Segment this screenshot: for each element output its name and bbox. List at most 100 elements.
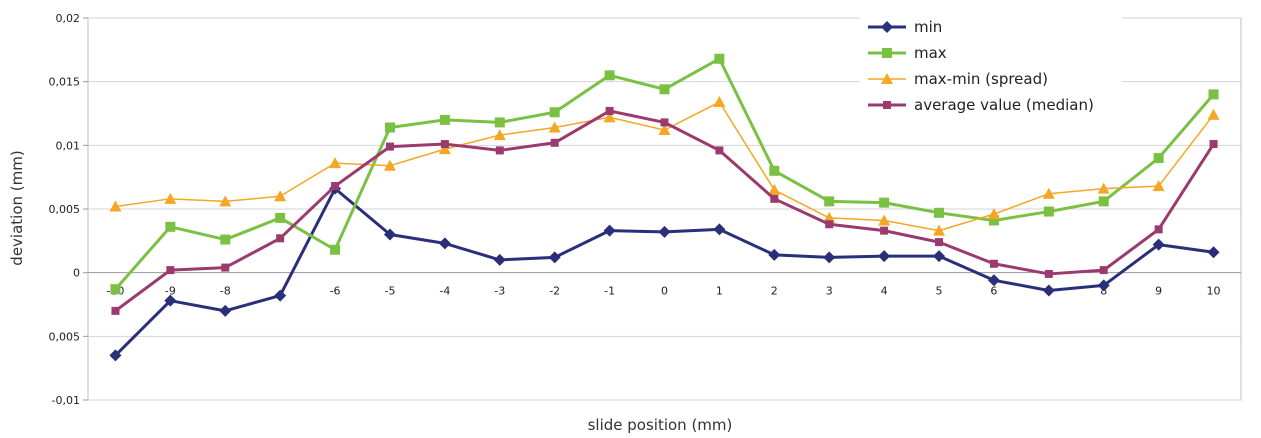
x-tick-label: -8 (220, 285, 231, 298)
data-point-average-value-median (605, 106, 614, 115)
y-tick-label: -0,01 (52, 394, 80, 407)
x-tick-label: 1 (716, 285, 723, 298)
data-point-max (1208, 89, 1219, 100)
data-point-average-value-median (166, 266, 175, 275)
data-point-average-value-median (550, 138, 559, 147)
legend-marker (882, 48, 892, 58)
series-max (110, 53, 1219, 295)
data-point-max-min-spread (658, 124, 671, 136)
x-tick-label: 3 (826, 285, 833, 298)
data-point-average-value-median (825, 220, 834, 229)
data-point-max-min-spread (603, 111, 616, 123)
x-tick-label: 9 (1155, 285, 1162, 298)
y-tick-label: 0,015 (49, 76, 81, 89)
data-point-max (659, 84, 670, 95)
data-point-max (1153, 153, 1164, 164)
data-point-max-min-spread (274, 190, 287, 202)
data-point-average-value-median (770, 194, 779, 203)
data-point-max (549, 107, 560, 118)
y-tick-label: 0 (73, 267, 80, 280)
data-point-max-min-spread (933, 224, 946, 236)
data-point-min (823, 251, 836, 264)
x-tick-label: -9 (165, 285, 176, 298)
data-point-min (219, 304, 232, 317)
data-point-max (220, 234, 231, 245)
data-point-max (494, 117, 505, 128)
data-point-min (1042, 284, 1055, 297)
legend-marker (881, 21, 893, 33)
data-point-min (603, 224, 616, 237)
data-point-max-min-spread (383, 159, 396, 171)
data-point-average-value-median (1154, 225, 1163, 234)
series-max-min-spread (109, 96, 1220, 236)
data-point-max-min-spread (823, 211, 836, 223)
data-point-min (438, 237, 451, 250)
data-point-max-min-spread (493, 129, 506, 141)
data-point-max (824, 196, 835, 207)
data-point-max-min-spread (219, 195, 232, 207)
data-point-max-min-spread (768, 183, 781, 195)
x-tick-label: 2 (771, 285, 778, 298)
data-point-average-value-median (221, 263, 230, 272)
legend-label: min (914, 18, 942, 36)
x-axis-title: slide position (mm) (588, 416, 733, 434)
legend-item-max-min-spread: max-min (spread) (868, 70, 1048, 88)
data-point-max (165, 221, 176, 232)
data-point-average-value-median (331, 182, 340, 191)
data-point-min (383, 228, 396, 241)
x-tick-label: 4 (881, 285, 888, 298)
data-point-max-min-spread (1042, 187, 1055, 199)
legend-marker (881, 73, 893, 84)
data-point-average-value-median (660, 118, 669, 127)
data-point-max-min-spread (987, 208, 1000, 220)
data-point-min (768, 248, 781, 261)
data-point-average-value-median (1044, 269, 1053, 278)
data-point-max (934, 207, 945, 218)
data-point-max-min-spread (878, 214, 891, 226)
legend-label: max-min (spread) (914, 70, 1048, 88)
x-tick-label: 10 (1207, 285, 1221, 298)
data-point-max (988, 215, 999, 226)
y-tick-label: 0,005 (49, 330, 81, 343)
data-point-min (274, 289, 287, 302)
data-point-max-min-spread (109, 200, 122, 212)
legend-item-average-value-median: average value (median) (868, 96, 1094, 114)
data-point-min (1207, 246, 1220, 259)
data-point-max-min-spread (713, 96, 726, 108)
x-tick-label: 5 (936, 285, 943, 298)
data-point-max-min-spread (1097, 182, 1110, 194)
data-point-min (713, 223, 726, 236)
data-point-average-value-median (440, 140, 449, 149)
data-point-min (933, 250, 946, 263)
data-point-max (1043, 206, 1054, 217)
data-point-max (714, 53, 725, 64)
y-tick-label: 0,005 (49, 203, 81, 216)
data-point-average-value-median (715, 146, 724, 155)
x-tick-label: -2 (549, 285, 560, 298)
data-point-average-value-median (276, 234, 285, 243)
data-point-max-min-spread (438, 143, 451, 155)
data-point-max-min-spread (329, 157, 342, 169)
data-point-min (1152, 238, 1165, 251)
data-point-min (493, 253, 506, 266)
data-point-max (769, 165, 780, 176)
data-point-min (878, 250, 891, 263)
x-tick-label: 6 (990, 285, 997, 298)
data-point-max (384, 122, 395, 133)
data-point-min (109, 349, 122, 362)
series-min (109, 182, 1220, 362)
data-point-average-value-median (1209, 140, 1218, 149)
data-point-min (1097, 279, 1110, 292)
data-point-average-value-median (935, 238, 944, 247)
y-tick-label: 0,02 (56, 12, 81, 25)
legend: min max max-min (spread) average value (med… (860, 13, 1122, 121)
data-point-max (275, 212, 286, 223)
data-point-max (879, 197, 890, 208)
data-point-min (987, 274, 1000, 287)
data-point-max (1098, 196, 1109, 207)
y-axis-title: deviation (mm) (8, 150, 26, 265)
legend-label: average value (median) (914, 96, 1094, 114)
data-point-max (604, 70, 615, 81)
axes: -0,01 0,005 0 0,005 0,01 0,015 0,02 -1 0 -9 -8 -6 -5… (49, 12, 1221, 407)
